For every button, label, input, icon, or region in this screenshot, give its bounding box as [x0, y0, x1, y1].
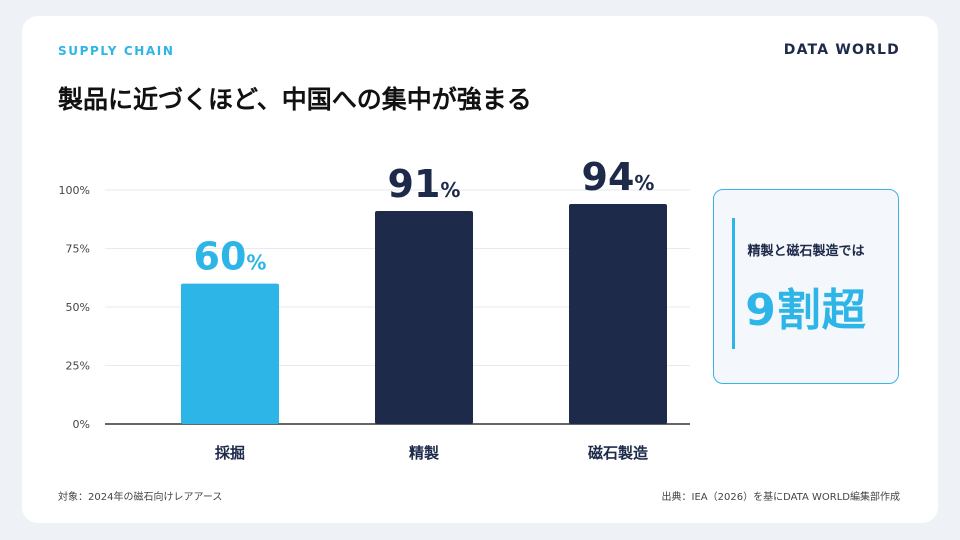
bar — [375, 211, 473, 424]
footnote: 対象：2024年の磁石向けレアアース — [58, 492, 223, 503]
callout-box: 精製と磁石製造では 9割超 — [713, 189, 899, 384]
page-title: 製品に近づくほど、中国への集中が強まる — [58, 85, 532, 114]
bar-value-label: 91% — [388, 162, 461, 206]
y-tick-label: 0% — [73, 418, 90, 431]
y-tick-label: 75% — [66, 243, 90, 256]
source-note: 出典：IEA（2026）を基にDATA WORLD編集部作成 — [661, 492, 900, 503]
y-tick-label: 25% — [66, 360, 90, 373]
bar — [181, 283, 279, 424]
bar-value-label: 94% — [582, 155, 655, 199]
brand-logo-text: DATA WORLD — [783, 42, 900, 58]
bar — [569, 204, 667, 424]
y-tick-label: 50% — [66, 301, 90, 314]
section-eyebrow: SUPPLY CHAIN — [58, 44, 175, 58]
callout-accent-bar — [732, 218, 735, 349]
bar-value-label: 60% — [194, 235, 267, 279]
x-category-label: 磁石製造 — [588, 444, 648, 462]
y-tick-label: 100% — [59, 184, 90, 197]
x-category-label: 精製 — [409, 444, 439, 462]
callout-label: 精製と磁石製造では — [747, 244, 865, 259]
x-category-label: 採掘 — [215, 444, 245, 462]
callout-value: 9割超 — [745, 285, 867, 336]
